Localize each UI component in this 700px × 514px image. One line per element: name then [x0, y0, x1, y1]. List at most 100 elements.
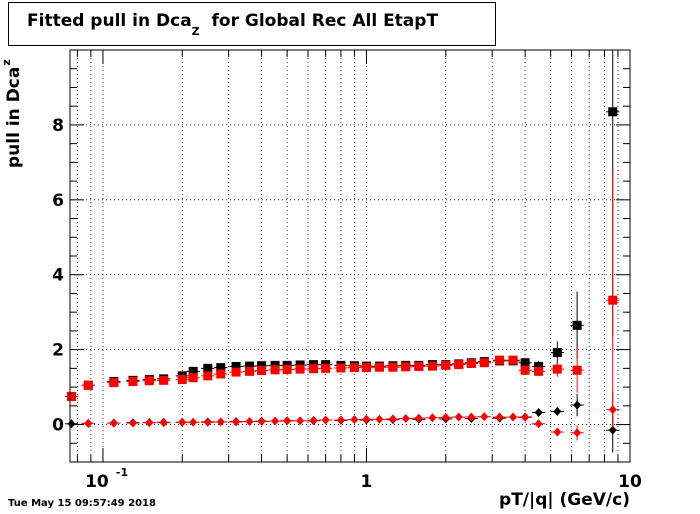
square-point: [508, 355, 518, 365]
diamond-point: [428, 413, 437, 423]
square-point: [572, 320, 582, 330]
y-label-subscript: z: [0, 59, 13, 66]
tick-labels: 0 2 4 6 8 10 -1 1 10: [52, 116, 642, 492]
square-point: [608, 295, 618, 305]
square-point: [534, 361, 544, 371]
diamond-point: [321, 415, 330, 425]
square-point: [257, 361, 267, 371]
timestamp: Tue May 15 09:57:49 2018: [8, 498, 156, 509]
diamond-point: [454, 412, 463, 422]
series-3: [81, 390, 620, 441]
square-point: [270, 365, 280, 375]
square-point: [203, 363, 213, 373]
square-point: [282, 364, 292, 374]
square-point: [349, 363, 359, 373]
square-point: [128, 376, 138, 386]
diamond-point: [159, 418, 168, 428]
square-point: [572, 365, 582, 375]
diamond-point: [480, 412, 489, 422]
square-point: [427, 361, 437, 371]
square-point: [466, 358, 476, 368]
square-point: [257, 366, 267, 376]
title-main: Fitted pull in Dca: [27, 11, 192, 31]
diamond-point: [375, 414, 384, 424]
square-point: [534, 366, 544, 376]
diamond-point: [271, 416, 280, 426]
diamond-point: [309, 415, 318, 425]
diamond-point: [350, 415, 359, 425]
diamond-point: [216, 417, 225, 427]
square-point: [321, 363, 331, 373]
diamond-point: [467, 412, 476, 422]
y-tick-label: 6: [52, 191, 64, 211]
diamond-point: [401, 414, 410, 424]
diamond-point: [283, 416, 292, 426]
y-tick-label: 0: [52, 416, 64, 436]
title-rest: for Global Rec All EtapT: [211, 11, 439, 31]
diamond-point: [495, 412, 504, 422]
y-tick-label: 8: [52, 116, 64, 136]
square-point: [231, 361, 241, 371]
square-point: [388, 362, 398, 372]
y-axis-label: pull in Dcaz: [0, 59, 24, 168]
diamond-point: [534, 408, 543, 418]
data-points: [64, 50, 620, 453]
title-subscript: Z: [191, 25, 200, 38]
diamond-point: [178, 417, 187, 427]
diamond-point: [414, 413, 423, 423]
square-point: [177, 375, 187, 385]
x-tick-label: 10: [618, 472, 642, 492]
grid-lines: [70, 49, 630, 462]
diamond-point: [573, 400, 582, 410]
diamond-point: [145, 418, 154, 428]
series-1: [64, 169, 620, 432]
chart-title: Fitted pull in DcaZ for Global Rec All E…: [27, 11, 439, 38]
diamond-point: [608, 405, 617, 415]
square-point: [83, 380, 93, 390]
square-point: [361, 363, 371, 373]
x-tick-label: 10: [85, 472, 109, 492]
diamond-point: [84, 418, 93, 428]
diamond-point: [553, 406, 562, 416]
square-point: [188, 373, 198, 383]
diamond-point: [553, 427, 562, 437]
diamond-point: [232, 417, 241, 427]
square-point: [608, 107, 618, 117]
y-tick-label: 2: [52, 341, 64, 361]
diamond-point: [245, 417, 254, 427]
square-point: [454, 360, 464, 370]
diamond-point: [257, 417, 266, 427]
title-box: Fitted pull in DcaZ for Global Rec All E…: [8, 2, 496, 46]
square-point: [495, 355, 505, 365]
square-point: [520, 365, 530, 375]
square-point: [159, 375, 169, 385]
square-point: [216, 363, 226, 373]
plot-frame: [69, 49, 631, 463]
square-point: [67, 391, 77, 401]
square-point: [414, 361, 424, 371]
y-tick-label: 4: [52, 266, 64, 286]
diamond-point: [67, 419, 76, 429]
square-point: [520, 358, 530, 368]
square-point: [441, 360, 451, 370]
square-point: [401, 362, 411, 372]
diamond-point: [573, 428, 582, 438]
diamond-point: [296, 416, 305, 426]
diamond-point: [388, 414, 397, 424]
diamond-point: [509, 412, 518, 422]
square-point: [552, 348, 562, 358]
square-point: [216, 369, 226, 379]
y-label-main: pull in Dca: [4, 66, 24, 168]
square-point: [245, 361, 255, 371]
diamond-point: [521, 412, 530, 422]
square-point: [203, 371, 213, 381]
square-point: [374, 362, 384, 372]
square-point: [309, 364, 319, 374]
square-point: [109, 378, 119, 388]
diamond-point: [109, 418, 118, 428]
square-point: [231, 367, 241, 377]
square-point: [479, 358, 489, 368]
diamond-point: [189, 417, 198, 427]
square-point: [336, 363, 346, 373]
